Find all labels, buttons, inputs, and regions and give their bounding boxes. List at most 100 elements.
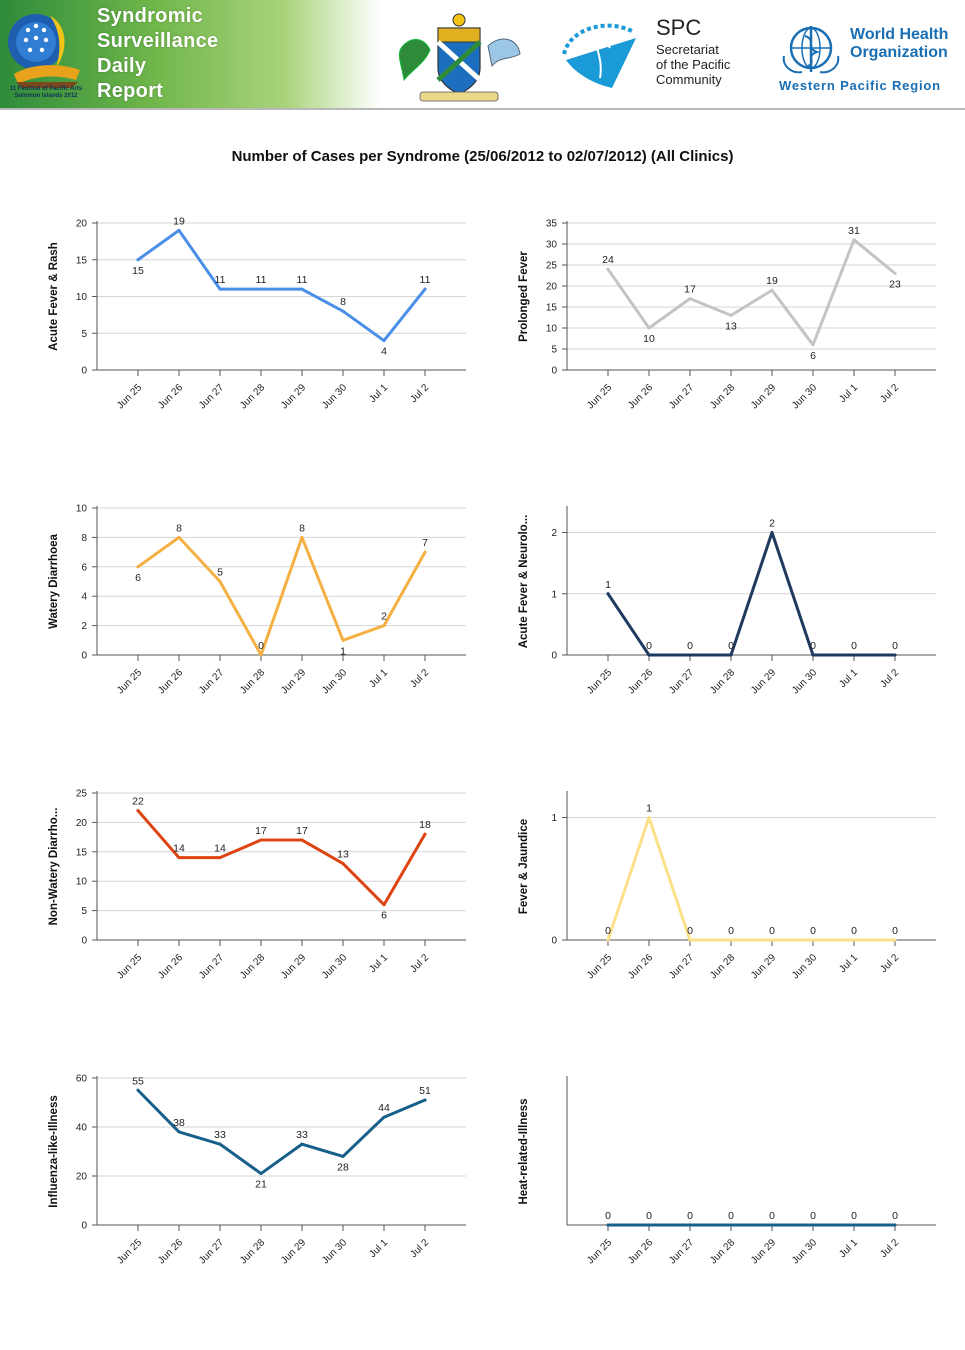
data-label: 19	[173, 215, 185, 227]
x-tick-label: Jun 26	[626, 667, 655, 696]
chart-acute-fever-neurological: 0 1 2 Jun 25 Jun 26 Jun 27 Jun 28 Jun 29 Jun 30 J…	[470, 480, 940, 740]
data-point	[218, 287, 222, 291]
y-tick-label: 35	[546, 219, 558, 230]
chart-svg: 0 20 40 60 Jun 25 Jun 26 Jun 27 Jun 28 Jun 29 Jun…	[48, 1074, 466, 1266]
y-tick-label: 10	[546, 324, 558, 335]
x-tick-label: Jul 1	[367, 952, 390, 975]
spc-name-line: of the Pacific	[656, 57, 731, 72]
y-tick-label: 10	[76, 877, 88, 888]
data-point	[729, 653, 733, 657]
data-point	[688, 653, 692, 657]
y-axis-label: Heat-related-Illness	[518, 1098, 530, 1204]
data-point	[341, 1154, 345, 1158]
data-label: 17	[684, 284, 696, 296]
data-point	[136, 1088, 140, 1092]
y-tick-label: 0	[81, 651, 87, 662]
report-heading: Number of Cases per Syndrome (25/06/2012…	[231, 148, 734, 165]
y-tick-label: 0	[81, 366, 87, 377]
data-label: 0	[605, 1210, 611, 1222]
data-point	[852, 238, 856, 242]
x-tick-label: Jun 29	[749, 1237, 778, 1266]
data-point	[606, 592, 610, 596]
y-axis-label: Non-Watery Diarrho...	[48, 808, 60, 926]
festival-caption: 11 Festival of Pacific Arts Solomon Isla…	[4, 86, 88, 100]
x-tick-label: Jun 26	[156, 382, 185, 411]
y-tick-label: 15	[76, 847, 88, 858]
data-label: 0	[810, 1210, 816, 1222]
data-label: 38	[173, 1117, 185, 1129]
data-point	[893, 938, 897, 942]
data-point	[893, 1223, 897, 1227]
data-label: 0	[687, 925, 693, 937]
data-label: 24	[602, 254, 614, 266]
y-tick-label: 5	[81, 906, 87, 917]
y-tick-label: 30	[546, 240, 558, 251]
data-label: 0	[687, 640, 693, 652]
y-tick-label: 20	[76, 818, 88, 829]
data-point	[647, 816, 651, 819]
series-line	[136, 535, 427, 657]
y-tick-label: 5	[551, 345, 557, 356]
data-label: 5	[217, 567, 223, 579]
data-label: 15	[132, 265, 144, 277]
series-line	[136, 228, 427, 343]
data-label: 55	[132, 1075, 144, 1087]
data-point	[770, 531, 774, 534]
data-label: 23	[889, 278, 901, 290]
x-tick-label: Jun 25	[115, 1237, 144, 1266]
y-tick-label: 20	[76, 219, 88, 230]
x-tick-label: Jul 2	[878, 667, 901, 690]
data-label: 14	[214, 843, 226, 855]
data-point	[811, 1223, 815, 1227]
x-tick-label: Jun 27	[667, 1237, 696, 1266]
data-label: 13	[337, 849, 349, 861]
data-label: 0	[605, 925, 611, 937]
data-point	[341, 862, 345, 866]
data-label: 28	[337, 1161, 349, 1173]
chart-influenza-like-illness: 0 20 40 60 Jun 25 Jun 26 Jun 27 Jun 28 Jun 29 Jun…	[0, 1050, 470, 1310]
data-point	[341, 309, 345, 313]
x-tick-label: Jul 1	[367, 667, 390, 690]
data-label: 0	[258, 640, 264, 652]
data-point	[300, 1142, 304, 1146]
data-point	[688, 1223, 692, 1227]
series-line	[606, 238, 897, 347]
x-tick-label: Jul 1	[367, 1237, 390, 1260]
data-point	[136, 258, 140, 262]
x-tick-label: Jul 1	[837, 1237, 860, 1260]
data-label: 4	[381, 346, 387, 358]
x-tick-label: Jun 25	[585, 382, 614, 411]
report-title-line: Syndromic	[97, 5, 204, 27]
data-point	[218, 580, 222, 583]
solomon-islands-coat-of-arms	[399, 13, 521, 102]
data-point	[729, 1223, 733, 1227]
y-tick-label: 40	[76, 1123, 88, 1134]
data-label: 11	[297, 274, 308, 286]
festival-caption-line: 11 Festival of Pacific Arts	[9, 86, 83, 92]
x-tick-label: Jun 29	[749, 952, 778, 981]
data-label: 2	[381, 611, 387, 623]
data-label: 6	[810, 350, 816, 362]
data-label: 0	[728, 1210, 734, 1222]
data-point	[136, 809, 140, 813]
data-point	[177, 535, 181, 539]
data-point	[218, 856, 222, 860]
data-point	[811, 343, 815, 347]
x-tick-label: Jun 25	[585, 667, 614, 696]
who-name-line: Organization	[850, 44, 948, 61]
data-label: 0	[728, 925, 734, 937]
chart-svg: 0 1 2 Jun 25 Jun 26 Jun 27 Jun 28 Jun 29 Jun 30 J…	[518, 506, 936, 696]
data-label: 19	[766, 275, 778, 287]
data-label: 17	[296, 825, 308, 837]
data-point	[770, 288, 774, 292]
report-title: Syndromic Surveillance Daily Report	[97, 4, 218, 104]
x-tick-label: Jun 27	[197, 667, 226, 696]
x-tick-label: Jun 28	[238, 667, 267, 696]
data-label: 0	[687, 1210, 693, 1222]
data-point	[177, 1130, 181, 1134]
x-tick-label: Jul 2	[408, 667, 431, 690]
y-tick-label: 0	[551, 366, 557, 377]
x-tick-label: Jun 25	[115, 382, 144, 411]
data-point	[177, 856, 181, 860]
y-tick-label: 1	[551, 813, 557, 824]
